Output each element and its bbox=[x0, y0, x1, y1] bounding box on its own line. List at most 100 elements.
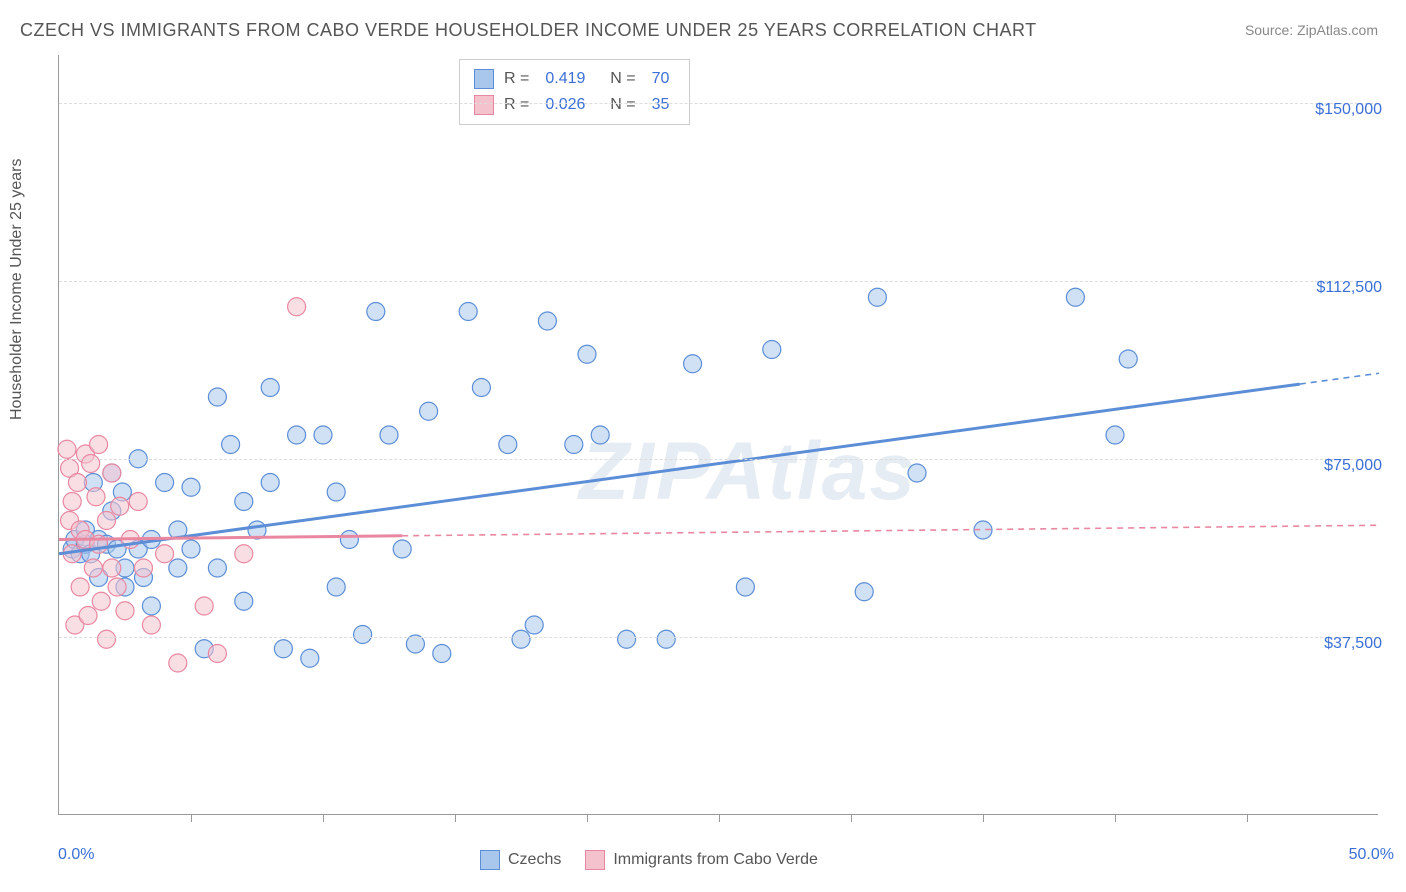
data-point bbox=[208, 559, 226, 577]
gridline bbox=[59, 281, 1378, 282]
data-point bbox=[261, 379, 279, 397]
gridline bbox=[59, 637, 1378, 638]
legend-swatch bbox=[474, 95, 494, 115]
data-point bbox=[618, 630, 636, 648]
data-point bbox=[235, 545, 253, 563]
data-point bbox=[420, 402, 438, 420]
chart-title: CZECH VS IMMIGRANTS FROM CABO VERDE HOUS… bbox=[20, 20, 1037, 41]
data-point bbox=[79, 607, 97, 625]
y-axis-label: Householder Income Under 25 years bbox=[8, 159, 26, 420]
data-point bbox=[103, 559, 121, 577]
data-point bbox=[208, 645, 226, 663]
data-point bbox=[684, 355, 702, 373]
data-point bbox=[68, 474, 86, 492]
data-point bbox=[98, 512, 116, 530]
stats-legend-row: R = 0.026 N = 35 bbox=[474, 92, 675, 118]
r-label: R = bbox=[504, 70, 529, 88]
y-tick-label: $75,000 bbox=[1324, 457, 1382, 475]
data-point bbox=[340, 531, 358, 549]
y-tick-label: $37,500 bbox=[1324, 635, 1382, 653]
gridline bbox=[59, 103, 1378, 104]
data-point bbox=[565, 436, 583, 454]
data-point bbox=[380, 426, 398, 444]
r-label: R = bbox=[504, 96, 529, 114]
y-tick-label: $112,500 bbox=[1316, 279, 1382, 297]
data-point bbox=[169, 559, 187, 577]
x-tick bbox=[1247, 814, 1248, 822]
data-point bbox=[134, 559, 152, 577]
trend-line-extrap bbox=[1300, 373, 1379, 384]
data-point bbox=[156, 545, 174, 563]
series-legend-label: Immigrants from Cabo Verde bbox=[613, 851, 818, 869]
data-point bbox=[92, 592, 110, 610]
data-point bbox=[301, 649, 319, 667]
data-point bbox=[142, 597, 160, 615]
n-label: N = bbox=[601, 70, 635, 88]
data-point bbox=[736, 578, 754, 596]
data-point bbox=[71, 578, 89, 596]
x-tick bbox=[191, 814, 192, 822]
data-point bbox=[222, 436, 240, 454]
n-label: N = bbox=[601, 96, 635, 114]
data-point bbox=[327, 483, 345, 501]
x-tick bbox=[587, 814, 588, 822]
data-point bbox=[182, 478, 200, 496]
data-point bbox=[58, 440, 76, 458]
data-point bbox=[156, 474, 174, 492]
x-tick bbox=[851, 814, 852, 822]
trend-line-solid bbox=[59, 384, 1300, 554]
gridline bbox=[59, 459, 1378, 460]
data-point bbox=[84, 559, 102, 577]
data-point bbox=[182, 540, 200, 558]
data-point bbox=[142, 616, 160, 634]
data-point bbox=[235, 592, 253, 610]
data-point bbox=[459, 303, 477, 321]
data-point bbox=[111, 497, 129, 515]
data-point bbox=[591, 426, 609, 444]
series-legend-label: Czechs bbox=[508, 851, 561, 869]
legend-swatch bbox=[474, 69, 494, 89]
data-point bbox=[63, 493, 81, 511]
data-point bbox=[169, 654, 187, 672]
data-point bbox=[261, 474, 279, 492]
data-point bbox=[499, 436, 517, 454]
data-point bbox=[82, 455, 100, 473]
stats-legend: R = 0.419 N = 70 R = 0.026 N = 35 bbox=[459, 59, 690, 125]
data-point bbox=[108, 578, 126, 596]
data-point bbox=[87, 488, 105, 506]
data-point bbox=[525, 616, 543, 634]
r-value: 0.419 bbox=[545, 70, 585, 88]
x-tick bbox=[455, 814, 456, 822]
data-point bbox=[908, 464, 926, 482]
x-tick bbox=[983, 814, 984, 822]
series-legend: Czechs Immigrants from Cabo Verde bbox=[480, 850, 818, 870]
x-tick bbox=[719, 814, 720, 822]
data-point bbox=[868, 288, 886, 306]
data-point bbox=[208, 388, 226, 406]
data-point bbox=[274, 640, 292, 658]
data-point bbox=[472, 379, 490, 397]
data-point bbox=[657, 630, 675, 648]
series-legend-item: Czechs bbox=[480, 850, 561, 870]
data-point bbox=[538, 312, 556, 330]
data-point bbox=[1106, 426, 1124, 444]
data-point bbox=[195, 597, 213, 615]
x-axis-min-label: 0.0% bbox=[58, 846, 94, 864]
data-point bbox=[354, 626, 372, 644]
data-point bbox=[393, 540, 411, 558]
legend-swatch bbox=[480, 850, 500, 870]
n-value: 70 bbox=[652, 70, 670, 88]
source-label: Source: ZipAtlas.com bbox=[1245, 22, 1378, 38]
x-tick bbox=[1115, 814, 1116, 822]
data-point bbox=[235, 493, 253, 511]
data-point bbox=[855, 583, 873, 601]
data-point bbox=[288, 298, 306, 316]
stats-legend-row: R = 0.419 N = 70 bbox=[474, 66, 675, 92]
trend-line-extrap bbox=[402, 525, 1379, 536]
x-axis-max-label: 50.0% bbox=[1349, 846, 1394, 864]
x-tick bbox=[323, 814, 324, 822]
data-point bbox=[578, 345, 596, 363]
data-point bbox=[512, 630, 530, 648]
data-point bbox=[129, 493, 147, 511]
legend-swatch bbox=[585, 850, 605, 870]
